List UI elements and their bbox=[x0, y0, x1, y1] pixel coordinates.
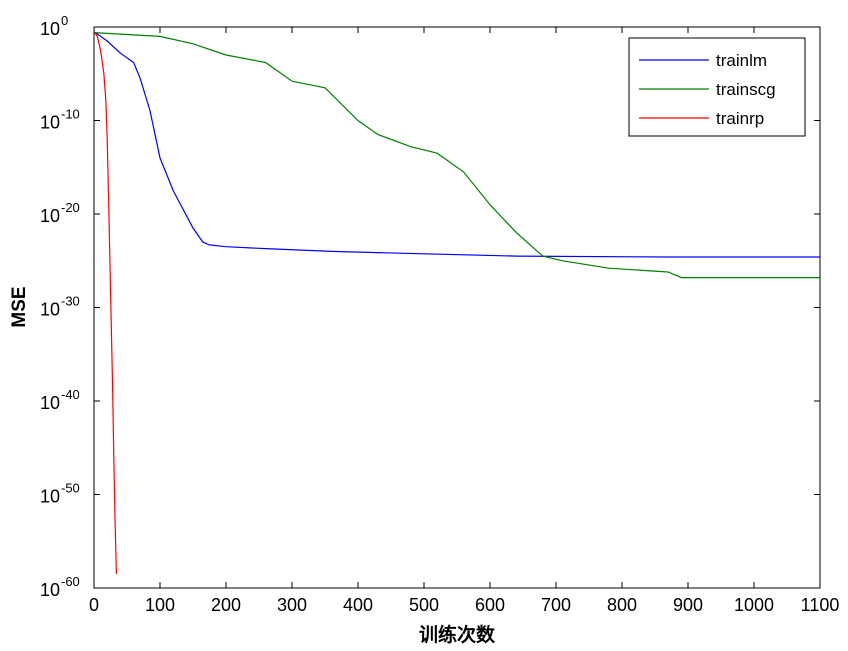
legend-label-trainscg: trainscg bbox=[716, 80, 776, 99]
y-tick-exponent: -20 bbox=[61, 200, 80, 215]
legend: trainlm trainscg trainrp bbox=[628, 37, 806, 137]
y-tick-label: 10 -30 bbox=[40, 294, 80, 320]
y-tick-label: 10 -60 bbox=[40, 574, 80, 600]
y-tick-base: 10 bbox=[40, 393, 60, 413]
y-tick-label: 10 -50 bbox=[40, 481, 80, 507]
y-tick-label: 10 -40 bbox=[40, 387, 80, 413]
legend-box bbox=[628, 37, 806, 137]
series-lines bbox=[94, 31, 820, 575]
y-tick-label: 10 -20 bbox=[40, 200, 80, 226]
x-tick-label: 700 bbox=[541, 595, 571, 615]
x-tick-label: 900 bbox=[673, 595, 703, 615]
x-tick-label: 400 bbox=[343, 595, 373, 615]
y-tick-base: 10 bbox=[40, 19, 60, 39]
x-tick-label: 1100 bbox=[801, 595, 840, 615]
x-tick-label: 800 bbox=[607, 595, 637, 615]
x-axis-tick-labels: 0 100 200 300 400 500 600 700 800 900 1000 1100 bbox=[89, 595, 839, 615]
y-tick-exponent: -50 bbox=[61, 481, 80, 496]
x-tick-label: 500 bbox=[409, 595, 439, 615]
legend-label-trainlm: trainlm bbox=[716, 51, 767, 70]
x-tick-label: 1000 bbox=[734, 595, 774, 615]
x-tick-label: 200 bbox=[211, 595, 241, 615]
series-line-trainrp bbox=[94, 31, 117, 575]
y-tick-exponent: -10 bbox=[61, 107, 80, 122]
y-tick-exponent: -30 bbox=[61, 294, 80, 309]
y-tick-base: 10 bbox=[40, 206, 60, 226]
axis-ticks bbox=[93, 26, 821, 589]
y-tick-exponent: -40 bbox=[61, 387, 80, 402]
y-tick-exponent: 0 bbox=[61, 13, 68, 28]
series-line-trainlm bbox=[94, 31, 820, 258]
y-tick-base: 10 bbox=[40, 113, 60, 133]
legend-label-trainrp: trainrp bbox=[716, 109, 764, 128]
x-tick-label: 0 bbox=[89, 595, 99, 615]
y-tick-exponent: -60 bbox=[61, 574, 80, 589]
y-tick-base: 10 bbox=[40, 300, 60, 320]
x-tick-label: 100 bbox=[145, 595, 175, 615]
series-line-trainscg bbox=[94, 32, 820, 279]
y-tick-label: 10 0 bbox=[40, 13, 68, 39]
x-tick-label: 600 bbox=[475, 595, 505, 615]
x-tick-label: 300 bbox=[277, 595, 307, 615]
y-axis-label: MSE bbox=[9, 286, 30, 327]
y-tick-label: 10 -10 bbox=[40, 107, 80, 133]
y-tick-base: 10 bbox=[40, 487, 60, 507]
x-axis-label: 训练次数 bbox=[419, 623, 496, 646]
y-tick-base: 10 bbox=[40, 580, 60, 600]
